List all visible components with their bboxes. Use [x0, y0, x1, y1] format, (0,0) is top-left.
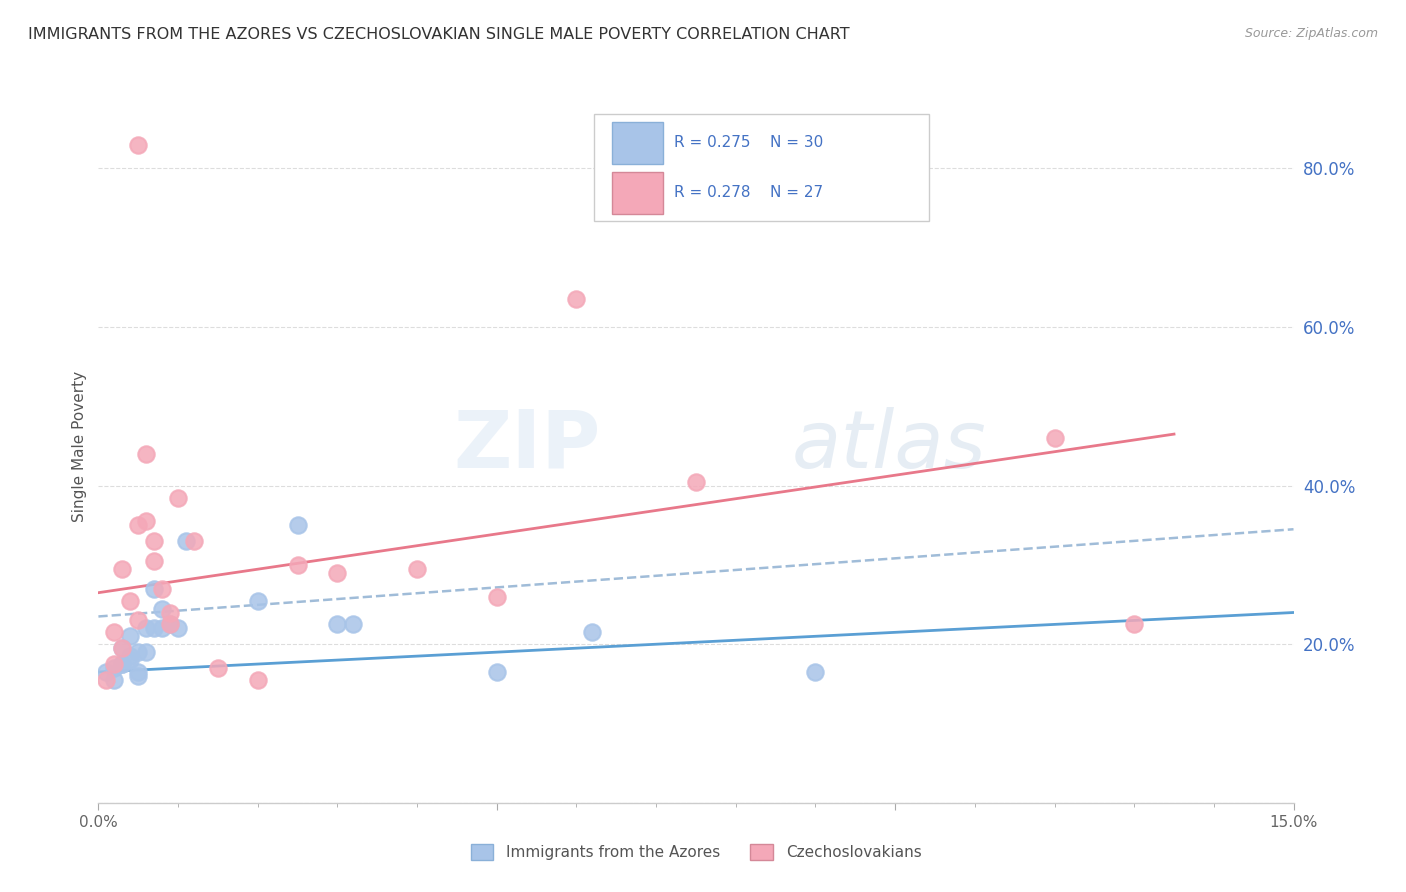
Legend: Immigrants from the Azores, Czechoslovakians: Immigrants from the Azores, Czechoslovak… [464, 838, 928, 866]
Point [135, 621, 157, 635]
Point [96, 665, 118, 679]
Point [127, 645, 149, 659]
Point [326, 566, 349, 580]
Text: R = 0.278    N = 27: R = 0.278 N = 27 [675, 186, 824, 200]
Text: R = 0.275    N = 30: R = 0.275 N = 30 [675, 136, 824, 150]
Point [127, 665, 149, 679]
Point [103, 673, 125, 687]
Point [246, 673, 269, 687]
Point [167, 491, 190, 505]
Point [120, 653, 142, 667]
Point [565, 293, 588, 307]
Point [143, 582, 166, 596]
Point [581, 625, 603, 640]
FancyBboxPatch shape [613, 171, 662, 214]
Point [183, 534, 205, 549]
Point [159, 617, 181, 632]
Point [804, 665, 827, 679]
Point [111, 641, 134, 656]
Point [96, 673, 118, 687]
Point [246, 593, 269, 607]
Point [103, 625, 125, 640]
Point [127, 669, 149, 683]
Point [150, 601, 173, 615]
Point [174, 534, 197, 549]
Point [159, 606, 181, 620]
Point [685, 475, 707, 489]
Point [127, 518, 149, 533]
Point [127, 137, 149, 152]
Point [485, 590, 508, 604]
Point [159, 617, 181, 632]
Point [143, 534, 166, 549]
Point [103, 661, 125, 675]
Text: ZIP: ZIP [453, 407, 600, 485]
Point [120, 629, 142, 643]
Point [120, 649, 142, 664]
Point [143, 621, 166, 635]
Point [326, 617, 349, 632]
Point [150, 621, 173, 635]
Point [143, 554, 166, 568]
Point [485, 665, 508, 679]
Point [103, 657, 125, 671]
Text: atlas: atlas [792, 407, 987, 485]
Point [287, 518, 309, 533]
Point [111, 657, 134, 671]
Point [111, 657, 134, 671]
Point [167, 621, 190, 635]
Point [207, 661, 229, 675]
Point [120, 593, 142, 607]
Point [1123, 617, 1146, 632]
FancyBboxPatch shape [613, 121, 662, 164]
Point [135, 514, 157, 528]
Point [287, 558, 309, 572]
Point [406, 562, 429, 576]
Point [1043, 431, 1066, 445]
Point [150, 582, 173, 596]
Point [111, 562, 134, 576]
Y-axis label: Single Male Poverty: Single Male Poverty [72, 370, 87, 522]
Point [342, 617, 364, 632]
Point [127, 614, 149, 628]
Point [135, 645, 157, 659]
Point [111, 641, 134, 656]
FancyBboxPatch shape [595, 114, 929, 221]
Text: Source: ZipAtlas.com: Source: ZipAtlas.com [1244, 27, 1378, 40]
Text: IMMIGRANTS FROM THE AZORES VS CZECHOSLOVAKIAN SINGLE MALE POVERTY CORRELATION CH: IMMIGRANTS FROM THE AZORES VS CZECHOSLOV… [28, 27, 849, 42]
Point [135, 447, 157, 461]
